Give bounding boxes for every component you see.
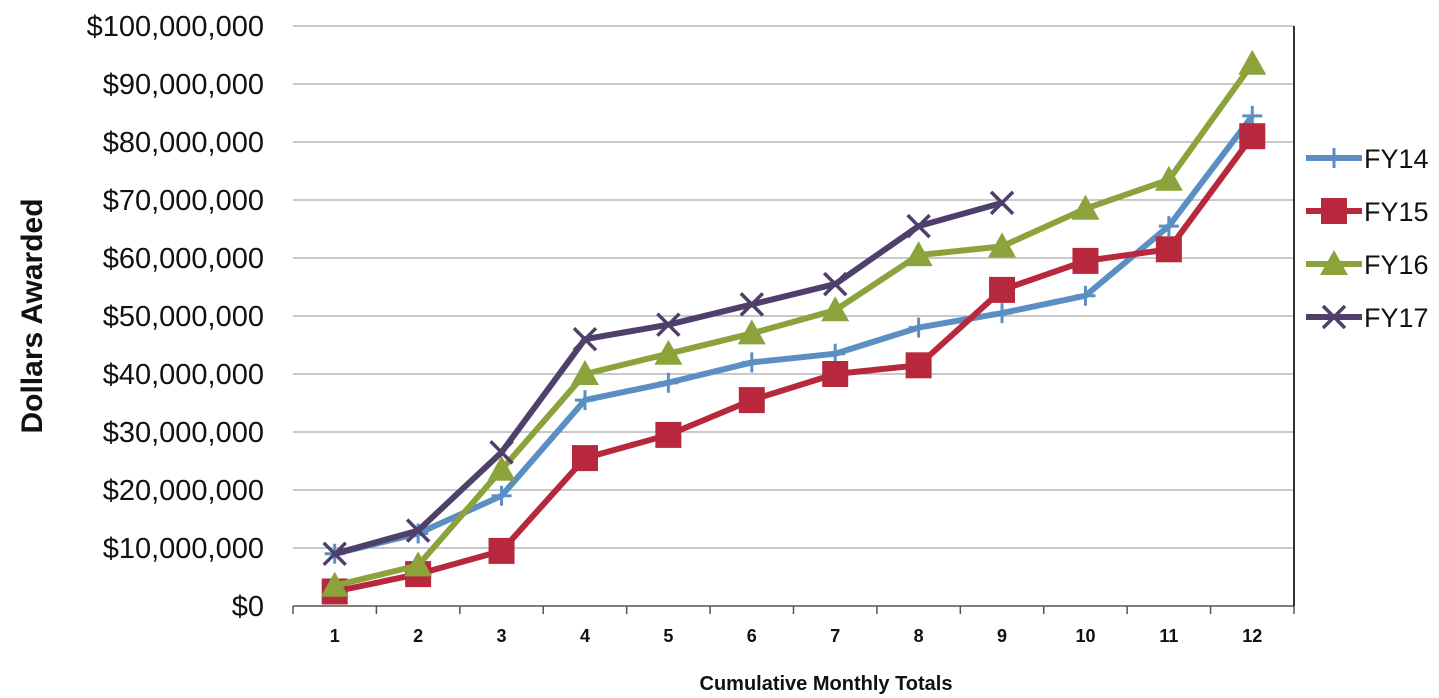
axes bbox=[292, 26, 1295, 614]
data-point bbox=[1324, 148, 1344, 168]
y-tick-label: $70,000,000 bbox=[103, 185, 264, 217]
data-point bbox=[658, 372, 679, 393]
data-point bbox=[1072, 247, 1099, 274]
legend-label: FY15 bbox=[1364, 197, 1429, 227]
data-point bbox=[571, 445, 598, 472]
data-point bbox=[904, 241, 933, 267]
y-tick-label: $50,000,000 bbox=[103, 301, 264, 333]
x-tick-label: 3 bbox=[497, 626, 507, 646]
series-fy14 bbox=[324, 105, 1263, 564]
data-point bbox=[741, 352, 762, 373]
data-point bbox=[822, 361, 849, 387]
legend-item-fy15: FY15 bbox=[1306, 197, 1429, 227]
y-tick-label: $60,000,000 bbox=[103, 243, 264, 275]
series-line bbox=[333, 114, 1255, 557]
series-fy16 bbox=[320, 49, 1267, 597]
data-point bbox=[1075, 285, 1096, 306]
data-point bbox=[487, 455, 516, 481]
legend-label: FY16 bbox=[1364, 250, 1429, 280]
data-point bbox=[1321, 304, 1347, 330]
y-tick-label: $90,000,000 bbox=[103, 69, 264, 101]
series-line bbox=[334, 134, 1255, 595]
data-point bbox=[488, 537, 515, 564]
gridlines bbox=[293, 25, 1294, 549]
data-point bbox=[1071, 194, 1100, 220]
x-tick-label: 8 bbox=[914, 626, 924, 646]
data-point bbox=[988, 232, 1017, 258]
data-point bbox=[489, 440, 514, 465]
data-point bbox=[992, 303, 1013, 324]
data-point bbox=[1238, 49, 1267, 75]
data-point bbox=[656, 312, 681, 337]
y-tick-label: $30,000,000 bbox=[103, 417, 264, 449]
y-tick-label: $80,000,000 bbox=[103, 127, 264, 159]
data-point bbox=[572, 326, 598, 352]
y-tick-label: $40,000,000 bbox=[103, 359, 264, 391]
data-point bbox=[989, 276, 1016, 303]
series-fy15 bbox=[321, 123, 1266, 605]
data-point bbox=[737, 319, 766, 345]
legend-item-fy14: FY14 bbox=[1306, 144, 1429, 174]
x-tick-label: 11 bbox=[1159, 626, 1178, 646]
data-point bbox=[822, 271, 848, 297]
data-point bbox=[570, 360, 599, 385]
series-fy17 bbox=[322, 190, 1015, 567]
x-tick-label: 7 bbox=[830, 626, 840, 646]
legend-label: FY17 bbox=[1364, 303, 1429, 333]
data-point bbox=[825, 343, 846, 364]
legend-item-fy17: FY17 bbox=[1306, 303, 1429, 333]
x-axis-tick-labels: 1 2 3 4 5 6 7 8 9 10 11 12 bbox=[330, 626, 1263, 646]
data-point bbox=[574, 390, 595, 411]
y-axis-tick-labels: $0 $10,000,000 $20,000,000 $30,000,000 $40,0… bbox=[87, 11, 264, 623]
data-point bbox=[908, 317, 929, 338]
x-tick-label: 2 bbox=[413, 626, 423, 646]
y-tick-label: $10,000,000 bbox=[103, 533, 264, 565]
x-tick-label: 1 bbox=[330, 626, 340, 646]
x-tick-label: 6 bbox=[747, 626, 757, 646]
legend-item-fy16: FY16 bbox=[1306, 250, 1429, 280]
data-point bbox=[739, 292, 765, 317]
x-tick-label: 12 bbox=[1242, 626, 1262, 646]
data-point bbox=[1158, 216, 1179, 237]
data-point bbox=[738, 387, 765, 414]
legend: FY14 FY15 FY16 FY17 bbox=[1306, 144, 1429, 333]
legend-label: FY14 bbox=[1364, 144, 1429, 174]
data-point bbox=[1239, 123, 1266, 150]
data-point bbox=[1321, 198, 1347, 224]
data-point bbox=[491, 485, 512, 506]
data-point bbox=[1320, 250, 1348, 275]
data-point bbox=[989, 190, 1015, 216]
series-lines bbox=[320, 49, 1267, 605]
x-axis-title: Cumulative Monthly Totals bbox=[700, 673, 953, 695]
y-tick-label: $100,000,000 bbox=[87, 11, 264, 43]
y-axis-title: Dollars Awarded bbox=[16, 198, 49, 433]
data-point bbox=[1155, 236, 1182, 263]
data-point bbox=[654, 339, 683, 365]
series-line bbox=[333, 61, 1255, 589]
data-point bbox=[320, 571, 349, 597]
y-tick-label: $0 bbox=[232, 591, 264, 623]
y-tick-label: $20,000,000 bbox=[103, 475, 264, 507]
data-point bbox=[1242, 105, 1263, 126]
x-tick-label: 10 bbox=[1075, 626, 1095, 646]
data-point bbox=[322, 541, 347, 567]
data-point bbox=[655, 421, 682, 448]
data-point bbox=[906, 213, 931, 239]
data-point bbox=[821, 296, 850, 322]
x-tick-label: 9 bbox=[997, 626, 1007, 646]
data-point bbox=[405, 518, 431, 543]
data-point bbox=[1154, 165, 1183, 191]
data-point bbox=[404, 551, 433, 577]
data-point bbox=[905, 352, 932, 379]
x-tick-label: 5 bbox=[663, 626, 673, 646]
x-tick-label: 4 bbox=[580, 626, 590, 646]
